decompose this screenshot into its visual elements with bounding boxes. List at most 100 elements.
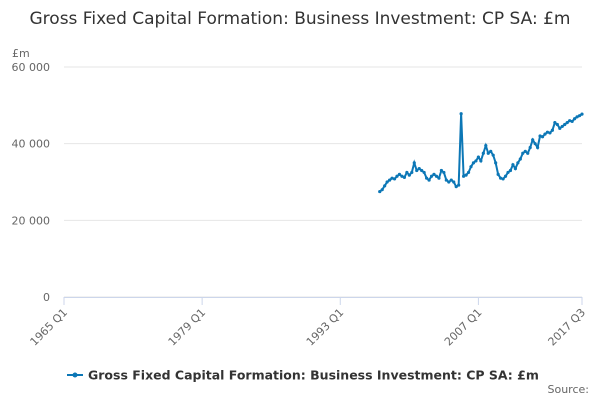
point — [457, 183, 461, 187]
chart-title: Gross Fixed Capital Formation: Business … — [29, 9, 571, 29]
point — [425, 176, 429, 180]
point — [550, 128, 555, 132]
point — [536, 145, 540, 150]
point — [427, 178, 431, 182]
point — [570, 119, 574, 124]
point — [400, 174, 404, 178]
point — [526, 151, 530, 155]
point — [481, 151, 485, 155]
point — [563, 122, 567, 127]
point — [385, 180, 389, 184]
legend-marker — [72, 372, 78, 378]
point — [531, 138, 535, 142]
point — [523, 149, 527, 153]
point — [538, 134, 542, 138]
point — [540, 135, 545, 139]
point — [469, 165, 473, 169]
point — [575, 115, 579, 119]
source: Source: — [548, 383, 590, 396]
point — [511, 163, 515, 167]
point — [560, 124, 564, 129]
point — [553, 120, 557, 125]
point — [454, 185, 458, 189]
point — [442, 170, 446, 175]
point — [383, 184, 387, 188]
point — [422, 170, 426, 175]
point — [516, 161, 520, 165]
point — [392, 177, 397, 181]
point — [402, 175, 406, 179]
point — [494, 161, 498, 165]
point — [513, 166, 518, 171]
point — [503, 174, 508, 178]
point — [395, 174, 399, 178]
point — [466, 170, 471, 175]
point — [437, 176, 441, 180]
point — [577, 114, 582, 118]
point — [528, 145, 532, 150]
point — [452, 180, 456, 184]
point — [462, 174, 466, 178]
point — [449, 178, 453, 182]
point — [434, 174, 439, 178]
point — [543, 132, 547, 136]
point — [390, 176, 394, 180]
point — [555, 122, 559, 127]
point — [474, 159, 478, 163]
point — [558, 126, 562, 130]
point — [580, 112, 584, 116]
point — [407, 173, 411, 177]
x-tick-label: 1979 Q1 — [166, 306, 209, 349]
point — [459, 112, 463, 116]
y-tick-label: 0 — [43, 291, 50, 304]
y-axis-label: £m — [12, 47, 30, 60]
point — [484, 143, 488, 148]
y-tick-label: 20 000 — [12, 214, 51, 227]
point — [496, 172, 500, 176]
y-tick-label: 40 000 — [12, 138, 51, 151]
point — [489, 149, 493, 153]
point — [397, 172, 402, 176]
series-line — [379, 113, 583, 193]
point — [388, 178, 392, 182]
point — [568, 119, 572, 123]
y-tick-label: 60 000 — [12, 61, 51, 74]
point — [432, 172, 436, 176]
x-tick-label: 1993 Q1 — [304, 306, 347, 349]
point — [491, 153, 495, 157]
point — [429, 174, 434, 178]
point — [508, 168, 513, 173]
x-tick-label: 2017 Q3 — [546, 306, 589, 349]
point — [378, 189, 382, 194]
point — [573, 117, 577, 121]
point — [476, 155, 480, 159]
point — [420, 168, 424, 173]
point — [518, 157, 522, 161]
point — [464, 173, 468, 177]
point — [545, 130, 550, 134]
point — [417, 166, 421, 171]
point — [506, 170, 510, 175]
point — [410, 170, 414, 175]
x-tick-label: 2007 Q1 — [442, 306, 485, 349]
point — [479, 159, 483, 163]
point — [501, 177, 505, 181]
point — [415, 168, 419, 173]
point — [439, 168, 443, 173]
point — [447, 180, 451, 184]
point — [471, 161, 476, 165]
legend-label: Gross Fixed Capital Formation: Business … — [88, 368, 539, 383]
point — [548, 131, 552, 135]
point — [405, 170, 409, 175]
point — [380, 188, 384, 192]
point — [486, 151, 490, 155]
x-tick-label: 1965 Q1 — [28, 306, 71, 349]
point — [444, 178, 448, 182]
point — [499, 176, 503, 180]
point — [533, 142, 537, 146]
point — [521, 151, 525, 155]
point — [565, 120, 569, 125]
point — [412, 161, 416, 165]
